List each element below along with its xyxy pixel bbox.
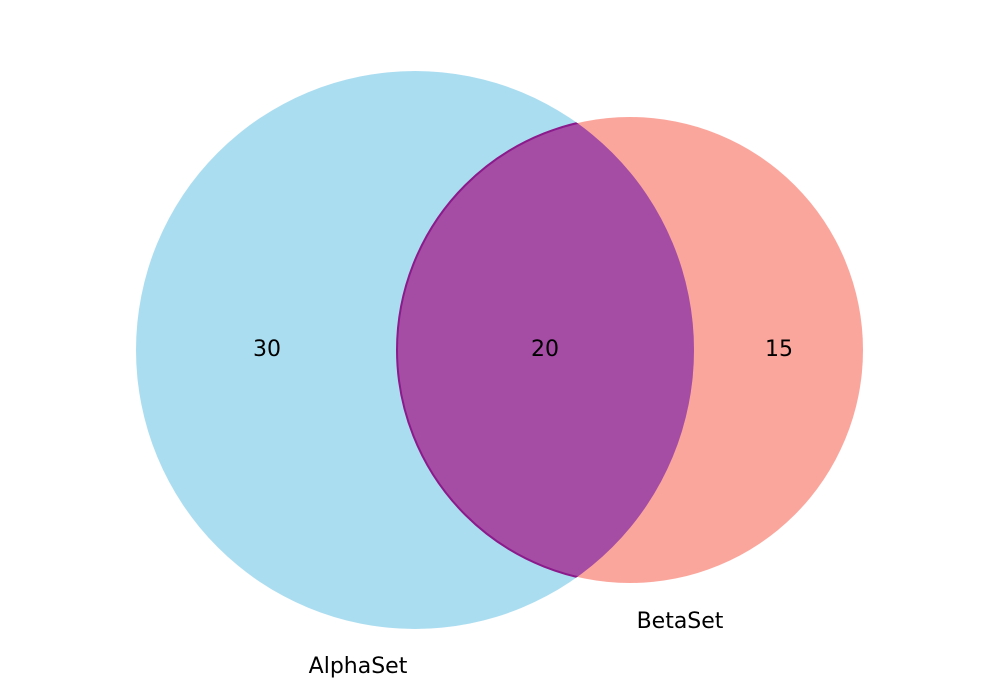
beta-set-label: BetaSet [637,609,724,634]
alpha-only-count: 30 [253,337,281,362]
beta-only-count: 15 [765,337,793,362]
alpha-set-label: AlphaSet [309,654,408,679]
intersection-count: 20 [531,337,559,362]
